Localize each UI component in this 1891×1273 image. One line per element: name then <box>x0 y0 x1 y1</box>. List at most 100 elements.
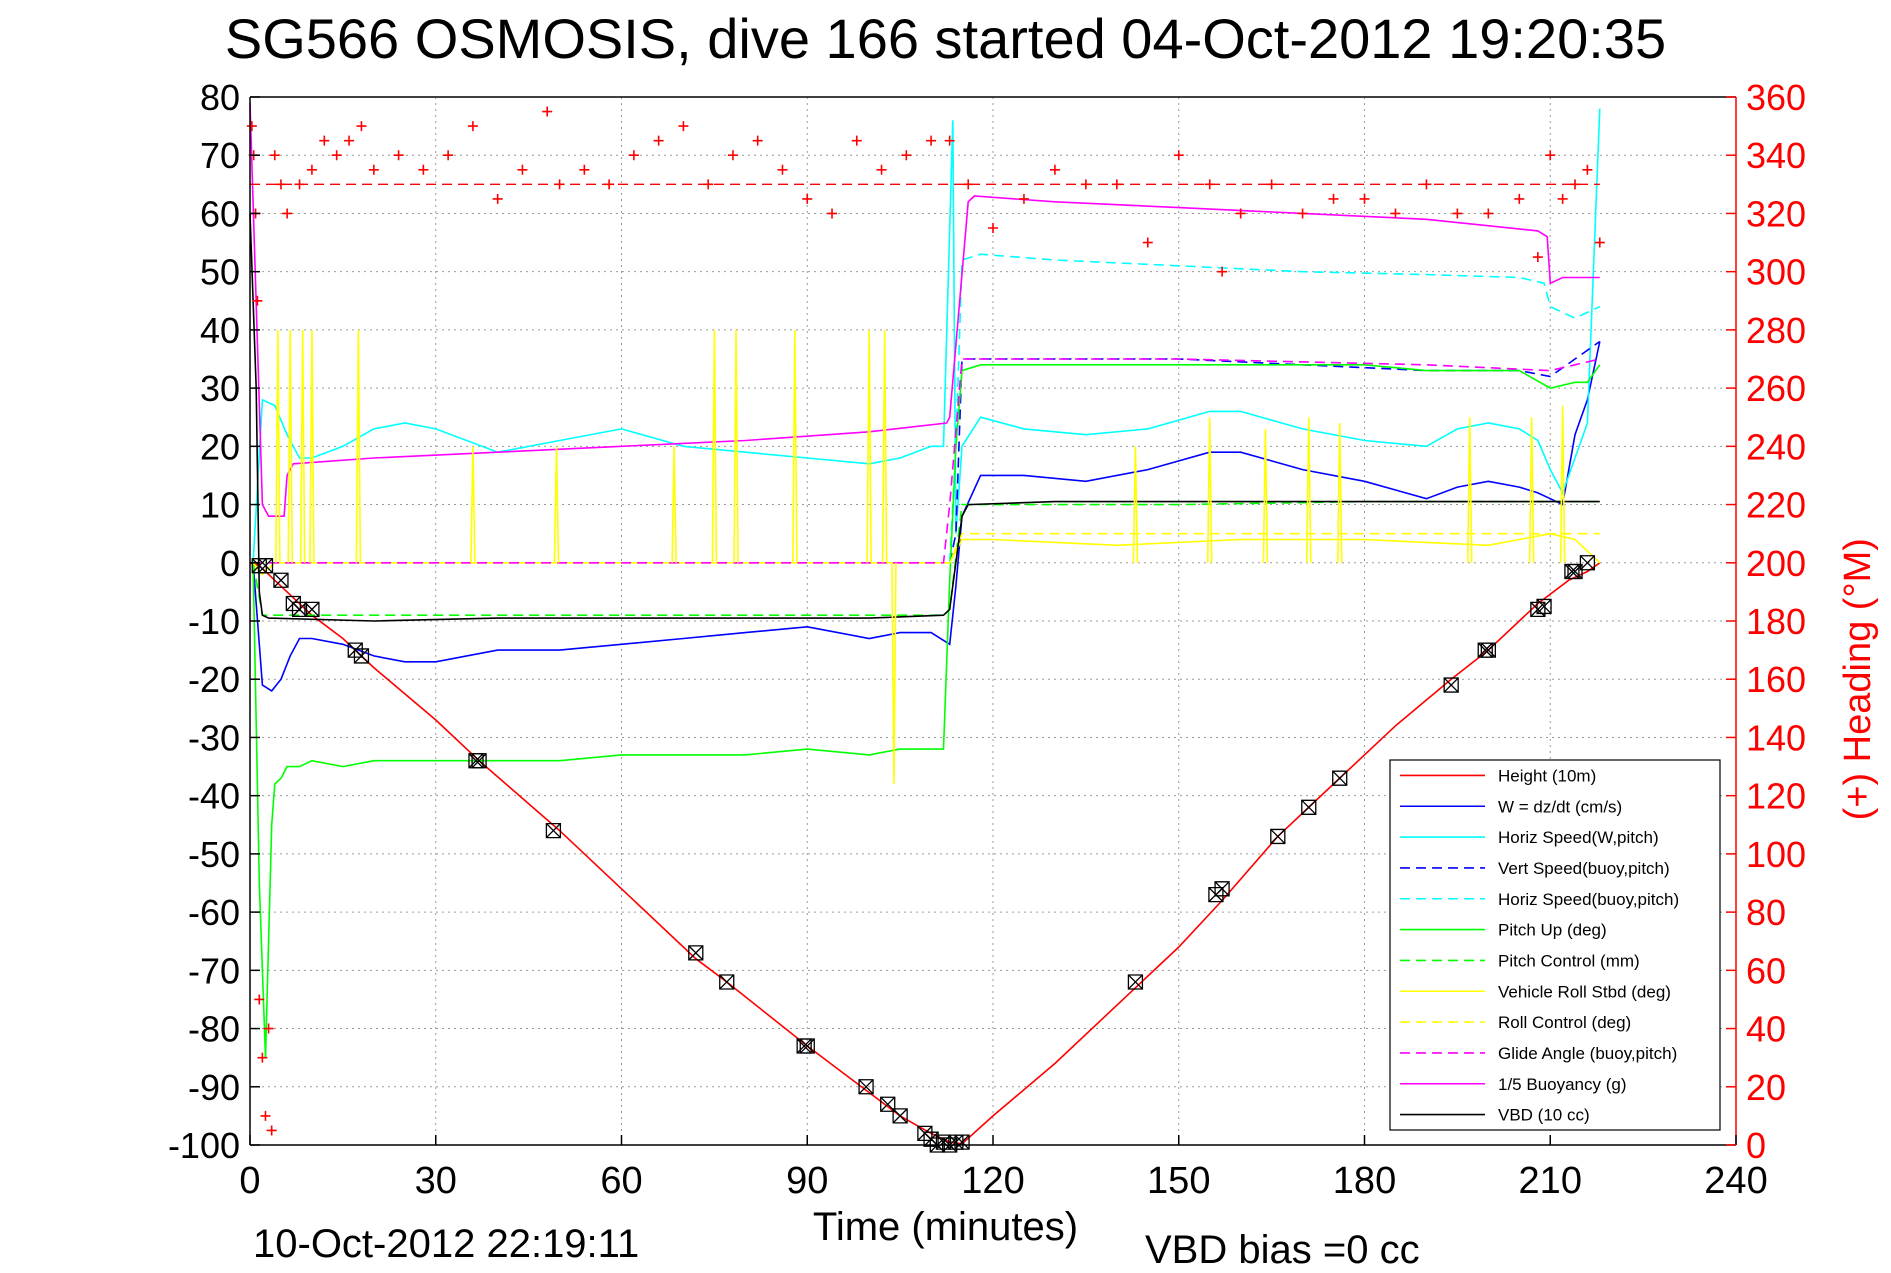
heading-marker <box>356 121 367 132</box>
roll-spike <box>1466 417 1473 563</box>
heading-marker <box>1297 208 1308 219</box>
legend-label-11: VBD (10 cc) <box>1498 1106 1590 1125</box>
heading-marker <box>1390 208 1401 219</box>
y2-tick-label: 220 <box>1746 485 1806 526</box>
heading-marker <box>944 135 955 146</box>
dive-marker <box>1332 770 1348 786</box>
roll-spike <box>1305 417 1312 563</box>
dive-marker <box>1270 828 1286 845</box>
dive-marker <box>719 974 735 990</box>
legend-label-10: 1/5 Buoyancy (g) <box>1498 1075 1627 1094</box>
dive-marker <box>1443 677 1459 693</box>
heading-marker <box>1421 179 1432 190</box>
roll-spike <box>1132 446 1139 563</box>
series-line-3 <box>948 340 1601 563</box>
x-tick-label: 60 <box>600 1160 642 1202</box>
heading-marker <box>331 150 342 161</box>
roll-spike <box>881 329 888 563</box>
chart-title: SG566 OSMOSIS, dive 166 started 04-Oct-2… <box>224 7 1667 70</box>
heading-marker <box>901 150 912 161</box>
dive-marker <box>1536 598 1552 615</box>
y-tick-label: -50 <box>188 834 240 875</box>
legend-label-2: Horiz Speed(W,pitch) <box>1498 828 1659 847</box>
heading-marker <box>263 1023 274 1034</box>
legend-label-0: Height (10m) <box>1498 766 1596 785</box>
heading-marker <box>727 150 738 161</box>
heading-marker <box>294 179 305 190</box>
dive-marker <box>545 822 562 839</box>
heading-marker <box>604 179 615 190</box>
x-tick-label: 210 <box>1519 1160 1582 1202</box>
y2-tick-label: 320 <box>1746 193 1806 234</box>
roll-spike <box>275 329 281 563</box>
series-line-1 <box>252 341 1601 692</box>
legend-label-8: Roll Control (deg) <box>1498 1013 1631 1032</box>
roll-spike <box>866 329 872 563</box>
dive-marker <box>353 648 370 664</box>
heading-marker <box>254 994 265 1005</box>
y2-tick-label: 280 <box>1746 310 1806 351</box>
y2-tick-label: 300 <box>1746 252 1806 293</box>
heading-marker <box>926 135 937 146</box>
dive-marker <box>892 1108 908 1124</box>
y2-tick-label: 340 <box>1746 135 1806 176</box>
x-tick-label: 120 <box>961 1160 1024 1202</box>
x-axis-label: Time (minutes) <box>812 1205 1079 1249</box>
heading-marker <box>1173 150 1184 161</box>
y-tick-label: 0 <box>220 543 240 584</box>
heading-marker <box>802 193 813 204</box>
heading-marker <box>1483 208 1494 219</box>
heading-marker <box>554 179 565 190</box>
dive-marker <box>1567 563 1583 580</box>
heading-marker <box>1142 237 1153 248</box>
heading-marker <box>1328 193 1339 204</box>
roll-spike <box>1528 417 1535 563</box>
roll-spike <box>792 329 798 563</box>
y-tick-label: -100 <box>168 1125 240 1166</box>
roll-spike <box>1262 428 1269 563</box>
dive-marker <box>688 945 704 961</box>
heading-marker <box>579 164 590 175</box>
dive-marker <box>1579 555 1596 571</box>
series-line-6 <box>252 500 1600 616</box>
y2-tick-label: 360 <box>1746 77 1806 118</box>
y-tick-label: -80 <box>188 1009 240 1050</box>
y-tick-label: 30 <box>200 368 240 409</box>
x-tick-label: 240 <box>1704 1160 1767 1202</box>
roll-spike <box>553 446 560 563</box>
heading-marker <box>777 164 788 175</box>
y2-tick-label: 0 <box>1746 1125 1766 1166</box>
legend-label-7: Vehicle Roll Stbd (deg) <box>1498 982 1671 1001</box>
heading-marker <box>344 135 355 146</box>
series-layer <box>246 102 1605 1153</box>
y-tick-label: 60 <box>200 193 240 234</box>
heading-marker <box>443 150 454 161</box>
legend-label-1: W = dz/dt (cm/s) <box>1498 797 1622 816</box>
y2-tick-label: 120 <box>1746 776 1806 817</box>
dive-marker <box>273 572 289 588</box>
footer-vbd-bias: VBD bias =0 cc <box>1145 1228 1420 1272</box>
x-tick-label: 180 <box>1333 1160 1396 1202</box>
legend-label-5: Pitch Up (deg) <box>1498 921 1607 940</box>
heading-marker <box>988 223 998 233</box>
heading-marker <box>1359 193 1370 204</box>
dive-marker <box>1480 642 1496 658</box>
y2-tick-label: 160 <box>1746 659 1806 700</box>
heading-marker <box>1266 179 1277 190</box>
axes: 0 30 60 90 120 150 180 210 240-100-90-80-70-60-5… <box>168 77 1879 1202</box>
heading-marker <box>467 121 478 132</box>
heading-marker <box>1570 179 1581 190</box>
y-tick-label: -70 <box>188 950 240 991</box>
y2-tick-label: 80 <box>1746 892 1786 933</box>
heading-marker <box>963 179 974 190</box>
heading-marker <box>393 150 404 161</box>
roll-spike <box>355 329 362 563</box>
heading-marker <box>319 135 330 146</box>
heading-marker <box>1514 193 1525 204</box>
heading-marker <box>653 135 664 146</box>
y2-tick-label: 40 <box>1746 1009 1786 1050</box>
dive-marker <box>1301 799 1317 815</box>
dive-marker <box>257 558 274 574</box>
series-line-9 <box>253 358 1600 564</box>
heading-marker <box>246 121 257 132</box>
